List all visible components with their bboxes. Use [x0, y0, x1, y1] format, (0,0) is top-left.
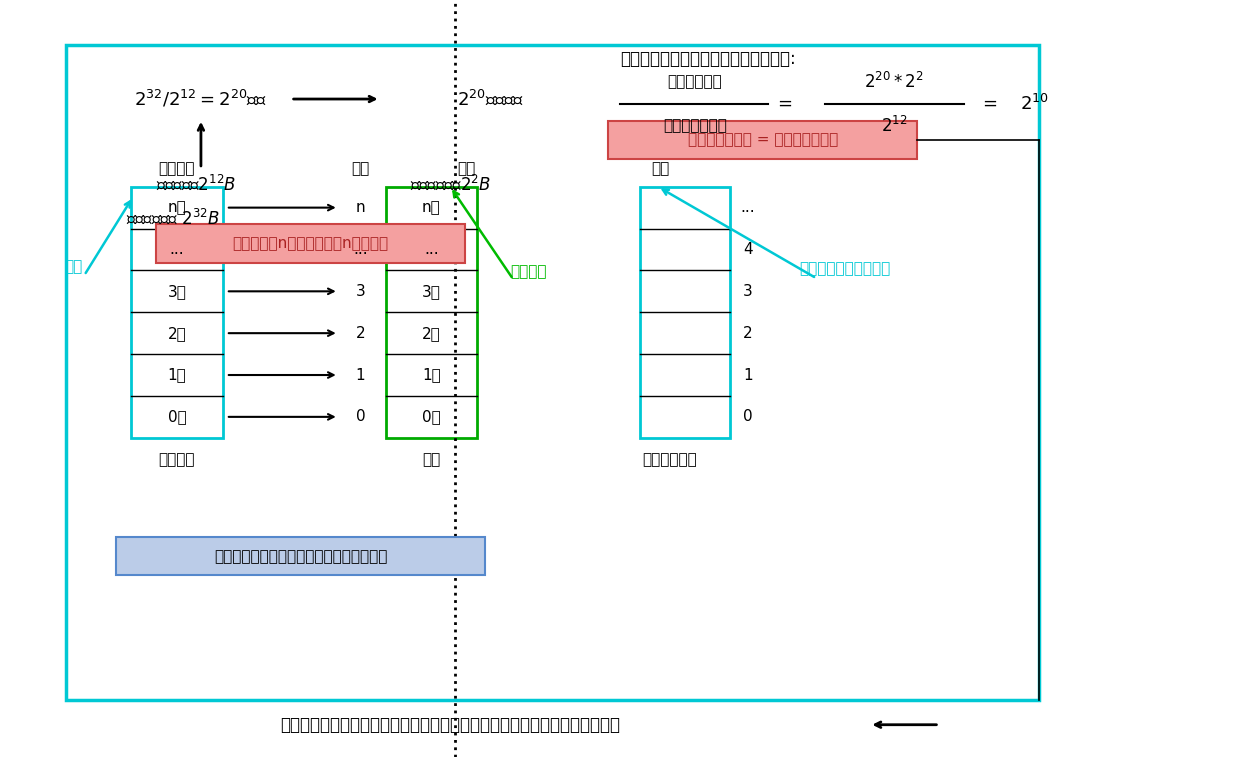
Text: 两者有本质区别：页是逻辑空间，页框是物理空间；但两者有相同的空间占用: 两者有本质区别：页是逻辑空间，页框是物理空间；但两者有相同的空间占用: [280, 716, 621, 734]
Text: 一页: 一页: [64, 259, 83, 274]
Text: 内存: 内存: [650, 161, 669, 177]
Text: 3: 3: [743, 283, 753, 299]
Text: 1块: 1块: [422, 368, 441, 383]
Text: 1页: 1页: [168, 368, 186, 383]
Text: 2: 2: [743, 326, 753, 340]
Text: 物理内存空间: 物理内存空间: [643, 453, 697, 467]
Text: 逻辑空间有n页，页表就有n个页表项: 逻辑空间有n页，页表就有n个页表项: [233, 236, 389, 251]
Text: 2页: 2页: [168, 326, 186, 340]
Text: 逻辑空间占用 $2^{32}B$: 逻辑空间占用 $2^{32}B$: [126, 209, 220, 228]
Text: 4: 4: [743, 242, 753, 257]
Text: 页表空间占用: 页表空间占用: [668, 74, 722, 89]
Text: 一个页框（物理内存）: 一个页框（物理内存）: [800, 261, 891, 276]
Bar: [155, 224, 465, 264]
Text: ...: ...: [353, 242, 368, 257]
Text: 2块: 2块: [422, 326, 441, 340]
Text: ...: ...: [740, 200, 755, 215]
Text: 0: 0: [355, 409, 365, 424]
Text: 3块: 3块: [422, 283, 441, 299]
Bar: [385, 186, 478, 438]
Text: $2^{20}$个页表项: $2^{20}$个页表项: [457, 89, 523, 108]
Text: 页表: 页表: [422, 453, 441, 467]
Text: 一个页表项占$2^{2}B$: 一个页表项占$2^{2}B$: [411, 174, 491, 193]
Text: $2^{20} * 2^{2}$: $2^{20} * 2^{2}$: [865, 72, 924, 92]
Text: 页号: 页号: [352, 161, 370, 177]
Text: 块号: 块号: [458, 161, 475, 177]
Text: 2: 2: [355, 326, 365, 340]
Text: n块: n块: [422, 200, 441, 215]
Text: $2^{10}$: $2^{10}$: [1019, 94, 1049, 114]
Text: 逻辑空间: 逻辑空间: [159, 453, 195, 467]
Text: 一个页框的大小: 一个页框的大小: [663, 118, 727, 133]
Text: =: =: [777, 95, 792, 113]
Text: =: =: [982, 95, 997, 113]
Text: 整张页表在物理内存空间占用的页框数:: 整张页表在物理内存空间占用的页框数:: [619, 50, 796, 68]
Text: 3: 3: [355, 283, 365, 299]
Text: 1: 1: [355, 368, 365, 383]
Text: 用户程序: 用户程序: [159, 161, 195, 177]
Text: 个页表项: 个页表项: [510, 264, 547, 279]
Bar: [608, 121, 917, 159]
Text: n页: n页: [168, 200, 186, 215]
Text: ...: ...: [424, 242, 439, 257]
Text: 0块: 0块: [422, 409, 441, 424]
Bar: [116, 537, 485, 575]
Bar: [640, 186, 729, 438]
Text: 一个页面占$2^{12}B$: 一个页面占$2^{12}B$: [155, 174, 237, 193]
Text: $2^{32}/2^{12} = 2^{20}$个页: $2^{32}/2^{12} = 2^{20}$个页: [135, 89, 268, 110]
Text: 1: 1: [743, 368, 753, 383]
Text: 0页: 0页: [168, 409, 186, 424]
Text: $2^{12}$: $2^{12}$: [881, 116, 907, 136]
Text: 逻辑空间中的一页对应页表中的一个页表项: 逻辑空间中的一页对应页表中的一个页表项: [213, 549, 387, 564]
Text: n: n: [355, 200, 365, 215]
Text: 0: 0: [743, 409, 753, 424]
Text: 3页: 3页: [168, 283, 186, 299]
Bar: [67, 45, 1039, 700]
Text: 注：一页的大小 = 一个页框的大小: 注：一页的大小 = 一个页框的大小: [687, 133, 838, 147]
Bar: [131, 186, 223, 438]
Text: ...: ...: [170, 242, 184, 257]
